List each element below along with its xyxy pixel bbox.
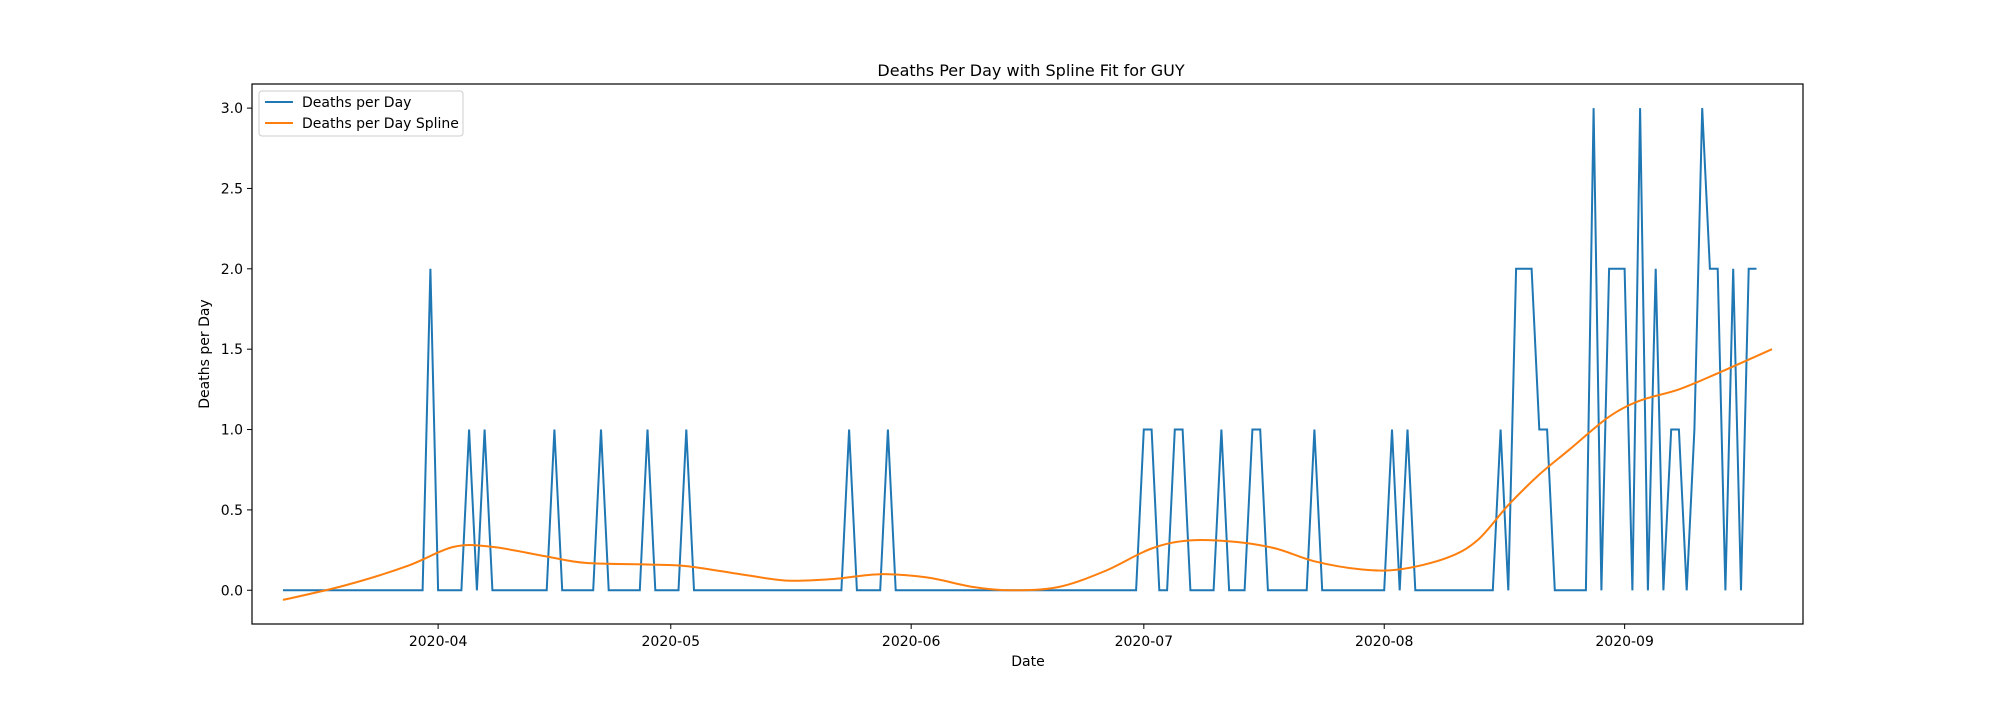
x-tick-label: 2020-05 [642,634,701,650]
x-tick-label: 2020-06 [882,634,941,650]
chart-title: Deaths Per Day with Spline Fit for GUY [877,61,1184,80]
series-layer [282,108,1773,601]
x-axis-label: Date [1011,654,1044,670]
plot-frame [251,83,1804,625]
y-axis: 0.0 0.5 1.0 1.5 2.0 2.5 3.0 [221,101,252,599]
y-tick-label: 2.0 [221,262,243,278]
x-tick-label: 2020-07 [1115,634,1174,650]
y-tick-label: 2.5 [221,181,243,197]
y-tick-label: 0.5 [221,503,243,519]
x-tick-label: 2020-08 [1355,634,1414,650]
legend-label-deaths: Deaths per Day [302,95,411,111]
y-axis-label: Deaths per Day [197,299,213,408]
series-deaths-spline [282,348,1773,601]
plot-area [252,84,1803,624]
legend: Deaths per Day Deaths per Day Spline [258,90,464,137]
x-axis: 2020-04 2020-05 2020-06 2020-07 2020-08 2020-… [409,624,1654,650]
x-tick-label: 2020-09 [1595,634,1654,650]
y-tick-label: 1.5 [221,342,243,358]
legend-label-spline: Deaths per Day Spline [302,116,459,132]
legend-box [258,90,464,137]
y-tick-label: 0.0 [221,583,243,599]
y-tick-label: 1.0 [221,423,243,439]
y-tick-label: 3.0 [221,101,243,117]
x-tick-label: 2020-04 [409,634,468,650]
